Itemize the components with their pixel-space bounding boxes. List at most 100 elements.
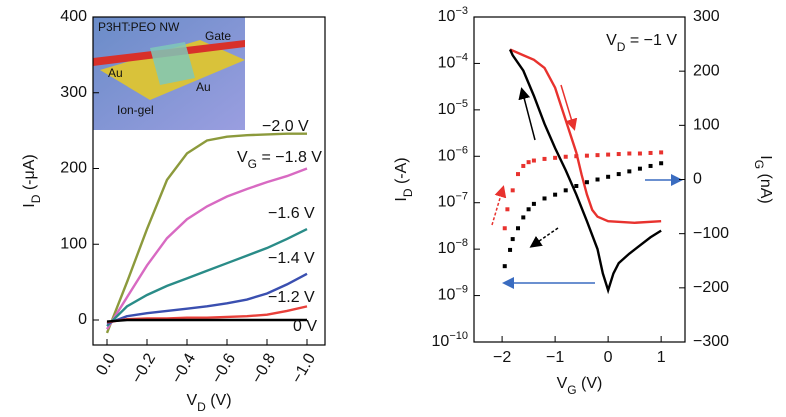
y-tick-label-exp: −4 — [455, 51, 468, 63]
y-tick-label: 100 — [60, 235, 87, 252]
data-point — [563, 154, 568, 159]
y-tick-label-exp: −7 — [455, 191, 468, 203]
y2-tick-label: 100 — [693, 117, 720, 134]
inset-label: Gate — [205, 29, 231, 43]
series-label: −1.4 V — [268, 250, 315, 267]
data-point — [542, 196, 547, 201]
arrow — [518, 87, 536, 141]
y-tick-label-exp: −5 — [455, 98, 468, 110]
data-point — [505, 207, 510, 212]
x-tick-label: −1 — [546, 349, 564, 366]
data-point — [553, 192, 558, 197]
y-tick-label: 10−4 — [438, 51, 468, 71]
data-point — [595, 177, 600, 182]
y-axis-label-part: (-A) — [393, 157, 410, 188]
x-tick-label: −0.4 — [169, 351, 200, 387]
x-axis-label-part: G — [567, 383, 576, 397]
data-point — [616, 152, 621, 157]
data-point — [574, 154, 579, 159]
y-axis-label-part: I — [21, 203, 38, 207]
series-label: 0 V — [293, 318, 317, 335]
data-point — [521, 163, 526, 168]
x-tick-label: −1.0 — [289, 351, 320, 387]
arrow — [491, 185, 507, 226]
data-point — [606, 174, 611, 179]
y2-tick-label: −300 — [693, 333, 729, 350]
data-point — [606, 152, 611, 157]
y2-tick-label: −100 — [693, 225, 729, 242]
y-tick-label-base: 10 — [438, 240, 456, 257]
y2-axis-label-part: G — [752, 160, 766, 169]
data-point — [502, 226, 507, 231]
data-point — [637, 151, 642, 156]
annotation: VD = −1 V — [606, 32, 677, 54]
data-point — [659, 150, 664, 155]
annotation-part: D — [617, 40, 626, 54]
series-label: −1.2 V — [268, 289, 315, 306]
series-label-part: = — [257, 149, 275, 166]
y-tick-label-exp: −9 — [455, 283, 468, 295]
y-axis-label-part: D — [401, 188, 415, 197]
series-line — [106, 305, 308, 324]
data-point — [616, 172, 621, 177]
y-tick-label-exp: −8 — [455, 237, 468, 249]
arrow — [560, 84, 578, 131]
inset-label: Au — [108, 66, 123, 80]
series-label-part: G — [248, 157, 257, 171]
data-point — [659, 161, 664, 166]
inset-gel — [150, 42, 195, 85]
x-tick-label: 1 — [657, 349, 666, 366]
y-axis-label: ID (-μA) — [21, 154, 43, 207]
series-label-part: V — [237, 149, 248, 166]
annotation-part: = −1 V — [625, 32, 677, 49]
x-tick-label: −0.2 — [129, 351, 160, 387]
x-tick-label: −0.6 — [209, 351, 240, 387]
y-tick-label: 10−7 — [438, 191, 468, 211]
data-point — [595, 153, 600, 158]
series-label-part: −1.8 V — [275, 149, 322, 166]
series-label: −2.0 V — [262, 118, 309, 135]
data-point — [648, 163, 653, 168]
x-tick-label: −2 — [493, 349, 511, 366]
y2-axis-label-part: (nA) — [757, 169, 774, 204]
data-point — [542, 156, 547, 161]
data-point — [531, 158, 536, 163]
y-tick-label-base: 10 — [438, 8, 456, 25]
data-point — [574, 184, 579, 188]
y-tick-label-base: 10 — [438, 55, 456, 72]
y-axis-label-part: D — [29, 194, 43, 203]
data-point — [526, 207, 531, 212]
series-line — [508, 48, 662, 295]
inset-label: P3HT:PEO NW — [98, 20, 180, 34]
y2-tick-label: −200 — [693, 279, 729, 296]
data-point — [531, 201, 536, 206]
series-label: −1.6 V — [268, 205, 315, 222]
y2-tick-label: 300 — [693, 8, 720, 25]
y-tick-label: 10−6 — [438, 144, 468, 164]
y-tick-label: 10−5 — [438, 98, 468, 118]
annotation-part: V — [606, 32, 617, 49]
y-tick-label: 10−3 — [438, 5, 468, 25]
inset: P3HT:PEO NW Gate Au Au Ion-gel — [93, 17, 245, 130]
series-line — [106, 272, 308, 325]
y-tick-label-exp: −10 — [449, 330, 468, 342]
data-point — [648, 150, 653, 155]
plot-frame — [92, 16, 326, 346]
x-axis-label-part: V — [186, 392, 197, 409]
y-tick-label: 200 — [60, 160, 87, 177]
y-axis-label-part: (-μA) — [21, 154, 38, 194]
data-point — [516, 172, 521, 177]
series-line — [509, 48, 662, 224]
data-point — [584, 153, 589, 158]
data-point — [553, 155, 558, 160]
y-axis-label: ID (-A) — [393, 157, 415, 201]
y-tick-label-exp: −6 — [455, 144, 468, 156]
series-label: VG = −1.8 V — [237, 149, 322, 171]
series-line — [106, 228, 308, 327]
data-point — [516, 226, 521, 231]
y2-tick-label: 200 — [693, 62, 720, 79]
inset-label: Au — [196, 80, 211, 94]
y-tick-label-exp: −3 — [455, 5, 468, 17]
x-axis-label-part: D — [197, 400, 206, 414]
